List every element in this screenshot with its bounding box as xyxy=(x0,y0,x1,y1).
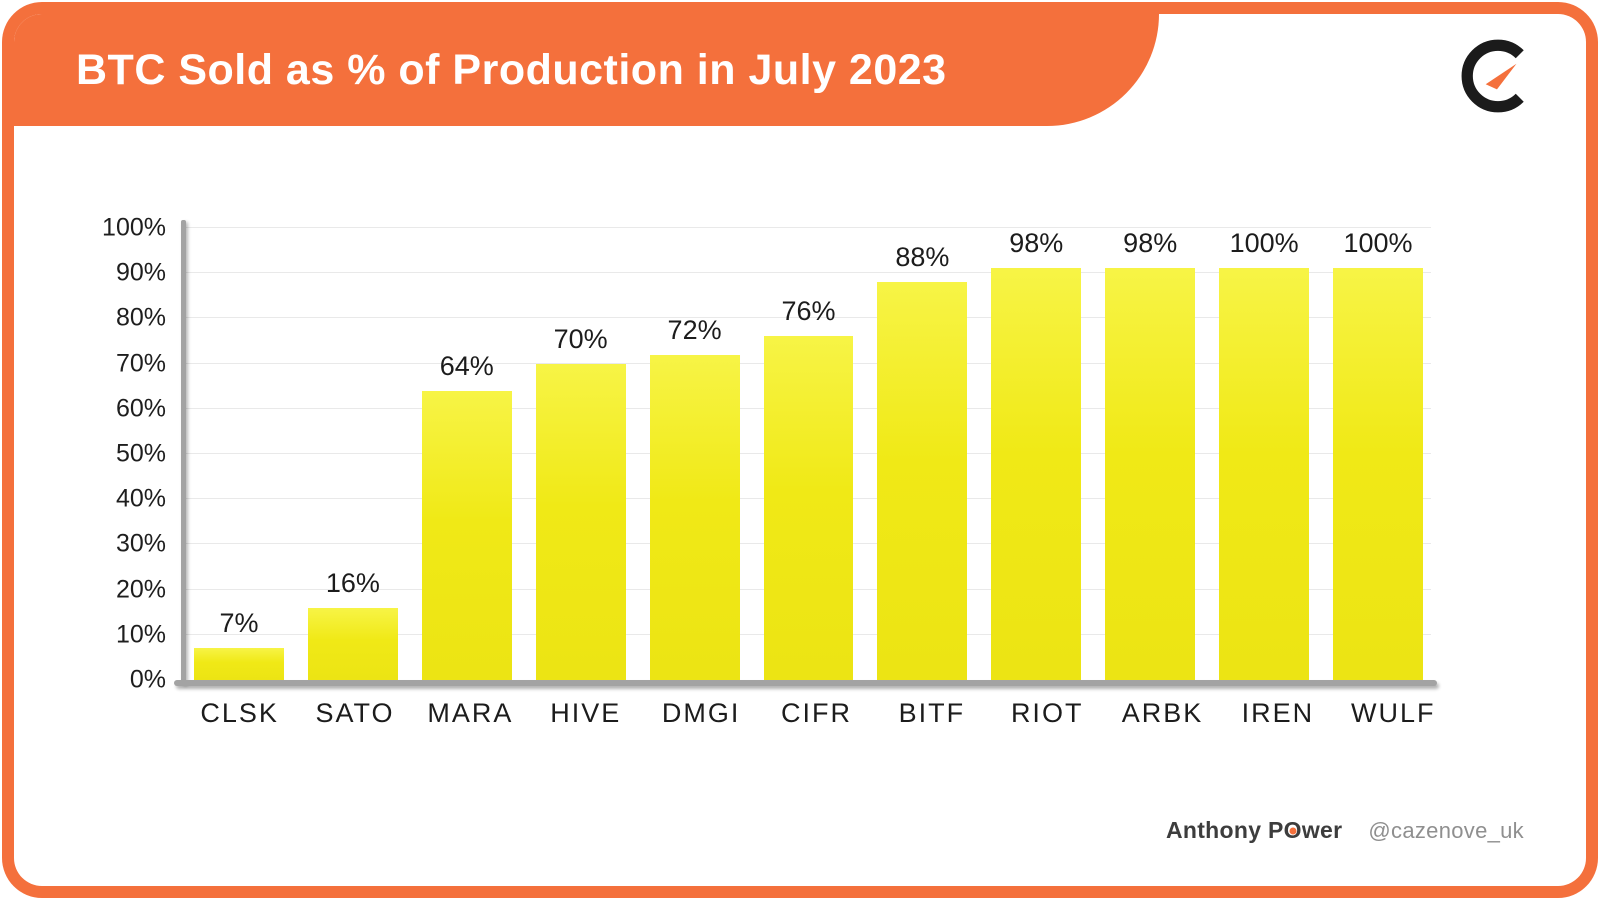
y-tick-label: 10% xyxy=(115,620,166,649)
bar-value-label: 72% xyxy=(667,314,722,345)
y-tick-label: 50% xyxy=(115,439,166,468)
cazenove-c-logo-icon xyxy=(1461,39,1524,113)
bar xyxy=(421,390,512,680)
y-tick-label: 30% xyxy=(115,529,166,558)
bar-slot: 16% xyxy=(307,228,398,680)
bar-slot: 100% xyxy=(1333,228,1423,680)
bar-slot: 88% xyxy=(877,228,968,680)
bar-value-label: 100% xyxy=(1229,228,1299,258)
bar-slot: 70% xyxy=(535,228,626,680)
chart-card: BTC Sold as % of Production in July 2023… xyxy=(14,14,1586,886)
x-axis-label: BITF xyxy=(898,698,966,728)
bar-chart: 0% 10% 20% 30% 40% 50% 60% 70% 80% 90% 100% 7% 16% 6… xyxy=(102,214,1437,694)
bar-slot: 100% xyxy=(1219,228,1310,680)
y-tick-label: 0% xyxy=(129,665,166,694)
bars: 7% 16% 64% 70% 72% 76% 88% 98% 98% 100% 100% xyxy=(186,228,1431,680)
x-axis-label: ARBK xyxy=(1121,698,1204,728)
bar-value-label: 98% xyxy=(1123,228,1178,258)
x-axis-label: DMGI xyxy=(661,698,741,728)
y-tick-label: 90% xyxy=(115,258,166,287)
x-axis-label: SATO xyxy=(315,698,395,728)
bar-value-label: 76% xyxy=(781,296,836,327)
bar xyxy=(877,282,968,680)
x-axis-label: CLSK xyxy=(200,698,279,728)
bar-value-label: 100% xyxy=(1343,228,1413,258)
bar-slot: 98% xyxy=(1105,228,1196,680)
x-axis-label: CIFR xyxy=(780,698,852,728)
y-axis: 0% 10% 20% 30% 40% 50% 60% 70% 80% 90% 100% xyxy=(26,214,166,694)
bar-value-label: 88% xyxy=(895,242,950,273)
x-labels: CLSK SATO MARA HIVE DMGI CIFR BITF RIOT ARBK IREN… xyxy=(186,698,1447,729)
bar-value-label: 70% xyxy=(553,323,608,354)
twitter-handle: @cazenove_uk xyxy=(1368,818,1524,843)
bar-slot: 76% xyxy=(763,228,854,680)
y-tick-label: 60% xyxy=(115,394,166,423)
x-axis-label: MARA xyxy=(427,698,514,728)
bar-value-label: 7% xyxy=(219,608,259,639)
bar-slot: 64% xyxy=(421,228,512,680)
author-name: Anthony POwer xyxy=(1165,817,1343,843)
bar xyxy=(1105,268,1196,680)
gridline xyxy=(186,317,1431,319)
bar xyxy=(763,336,854,680)
x-axis-label: RIOT xyxy=(1010,698,1084,728)
bar-value-label: 98% xyxy=(1009,228,1064,258)
footer: Anthony POwer @cazenove_uk xyxy=(1166,817,1524,844)
x-axis-label: HIVE xyxy=(550,698,622,728)
y-tick-label: 40% xyxy=(115,484,166,513)
bar xyxy=(991,268,1082,680)
x-axis-label: WULF xyxy=(1351,698,1436,728)
bar-value-label: 64% xyxy=(439,350,494,381)
bar-value-label: 16% xyxy=(325,567,380,598)
bar-slot: 98% xyxy=(991,228,1082,680)
y-tick-label: 80% xyxy=(115,303,166,332)
y-axis-line xyxy=(181,220,186,684)
header-band xyxy=(14,14,1159,126)
bar xyxy=(535,363,626,680)
x-axis-label: IREN xyxy=(1241,698,1315,728)
author-o-logo: O xyxy=(1283,817,1302,843)
bar-slot: 7% xyxy=(194,228,284,680)
bar-slot: 72% xyxy=(649,228,740,680)
bar xyxy=(649,354,740,680)
y-tick-label: 70% xyxy=(115,349,166,378)
gridline xyxy=(186,227,1431,228)
bar xyxy=(307,607,398,680)
gridline xyxy=(186,272,1431,274)
bar xyxy=(1333,268,1423,680)
page-title: BTC Sold as % of Production in July 2023 xyxy=(76,45,947,94)
y-tick-label: 20% xyxy=(115,575,166,604)
x-axis-line xyxy=(174,680,1437,686)
bar xyxy=(194,648,284,680)
bar xyxy=(1219,268,1310,680)
y-tick-label: 100% xyxy=(102,213,166,242)
